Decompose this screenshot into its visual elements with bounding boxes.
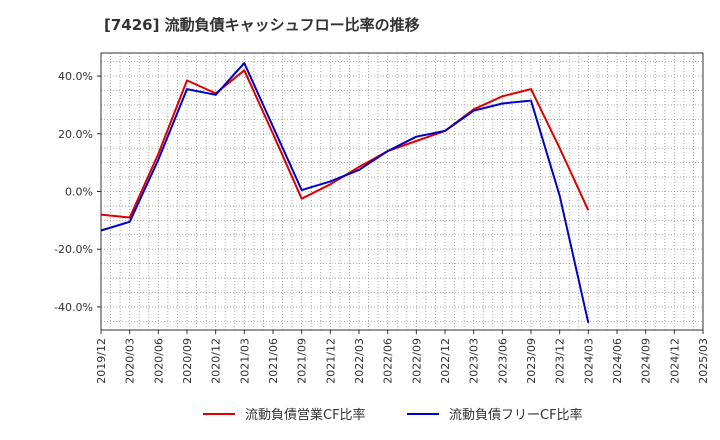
y-tick-label: 20.0% [58,128,93,141]
x-tick-label: 2020/03 [124,338,137,384]
x-tick-label: 2025/03 [697,338,710,384]
x-tick-label: 2021/12 [324,338,337,384]
x-tick-label: 2021/09 [296,338,309,384]
x-tick-label: 2023/06 [496,338,509,384]
chart-title: [7426] 流動負債キャッシュフロー比率の推移 [104,16,420,34]
x-tick-label: 2020/06 [152,338,165,384]
x-tick-label: 2021/03 [238,338,251,384]
y-tick-label: -20.0% [54,243,93,256]
x-tick-label: 2023/09 [525,338,538,384]
legend-label-1: 流動負債営業CF比率 [245,407,366,423]
x-tick-label: 2022/09 [410,338,423,384]
y-tick-label: 0.0% [65,186,93,199]
x-tick-label: 2021/06 [267,338,280,384]
legend-label-2: 流動負債フリーCF比率 [449,407,583,423]
x-tick-label: 2024/12 [668,338,681,384]
x-tick-label: 2023/03 [468,338,481,384]
x-tick-label: 2024/03 [582,338,595,384]
x-tick-label: 2020/12 [210,338,223,384]
x-tick-label: 2022/03 [353,338,366,384]
x-tick-label: 2022/06 [382,338,395,384]
y-tick-label: 40.0% [58,70,93,83]
y-tick-label: -40.0% [54,301,93,314]
x-tick-label: 2023/12 [554,338,567,384]
x-tick-label: 2024/09 [640,338,653,384]
x-tick-label: 2020/09 [181,338,194,384]
x-tick-label: 2019/12 [95,338,108,384]
x-tick-label: 2024/06 [611,338,624,384]
series-line-2 [100,62,590,324]
x-tick-label: 2022/12 [439,338,452,384]
